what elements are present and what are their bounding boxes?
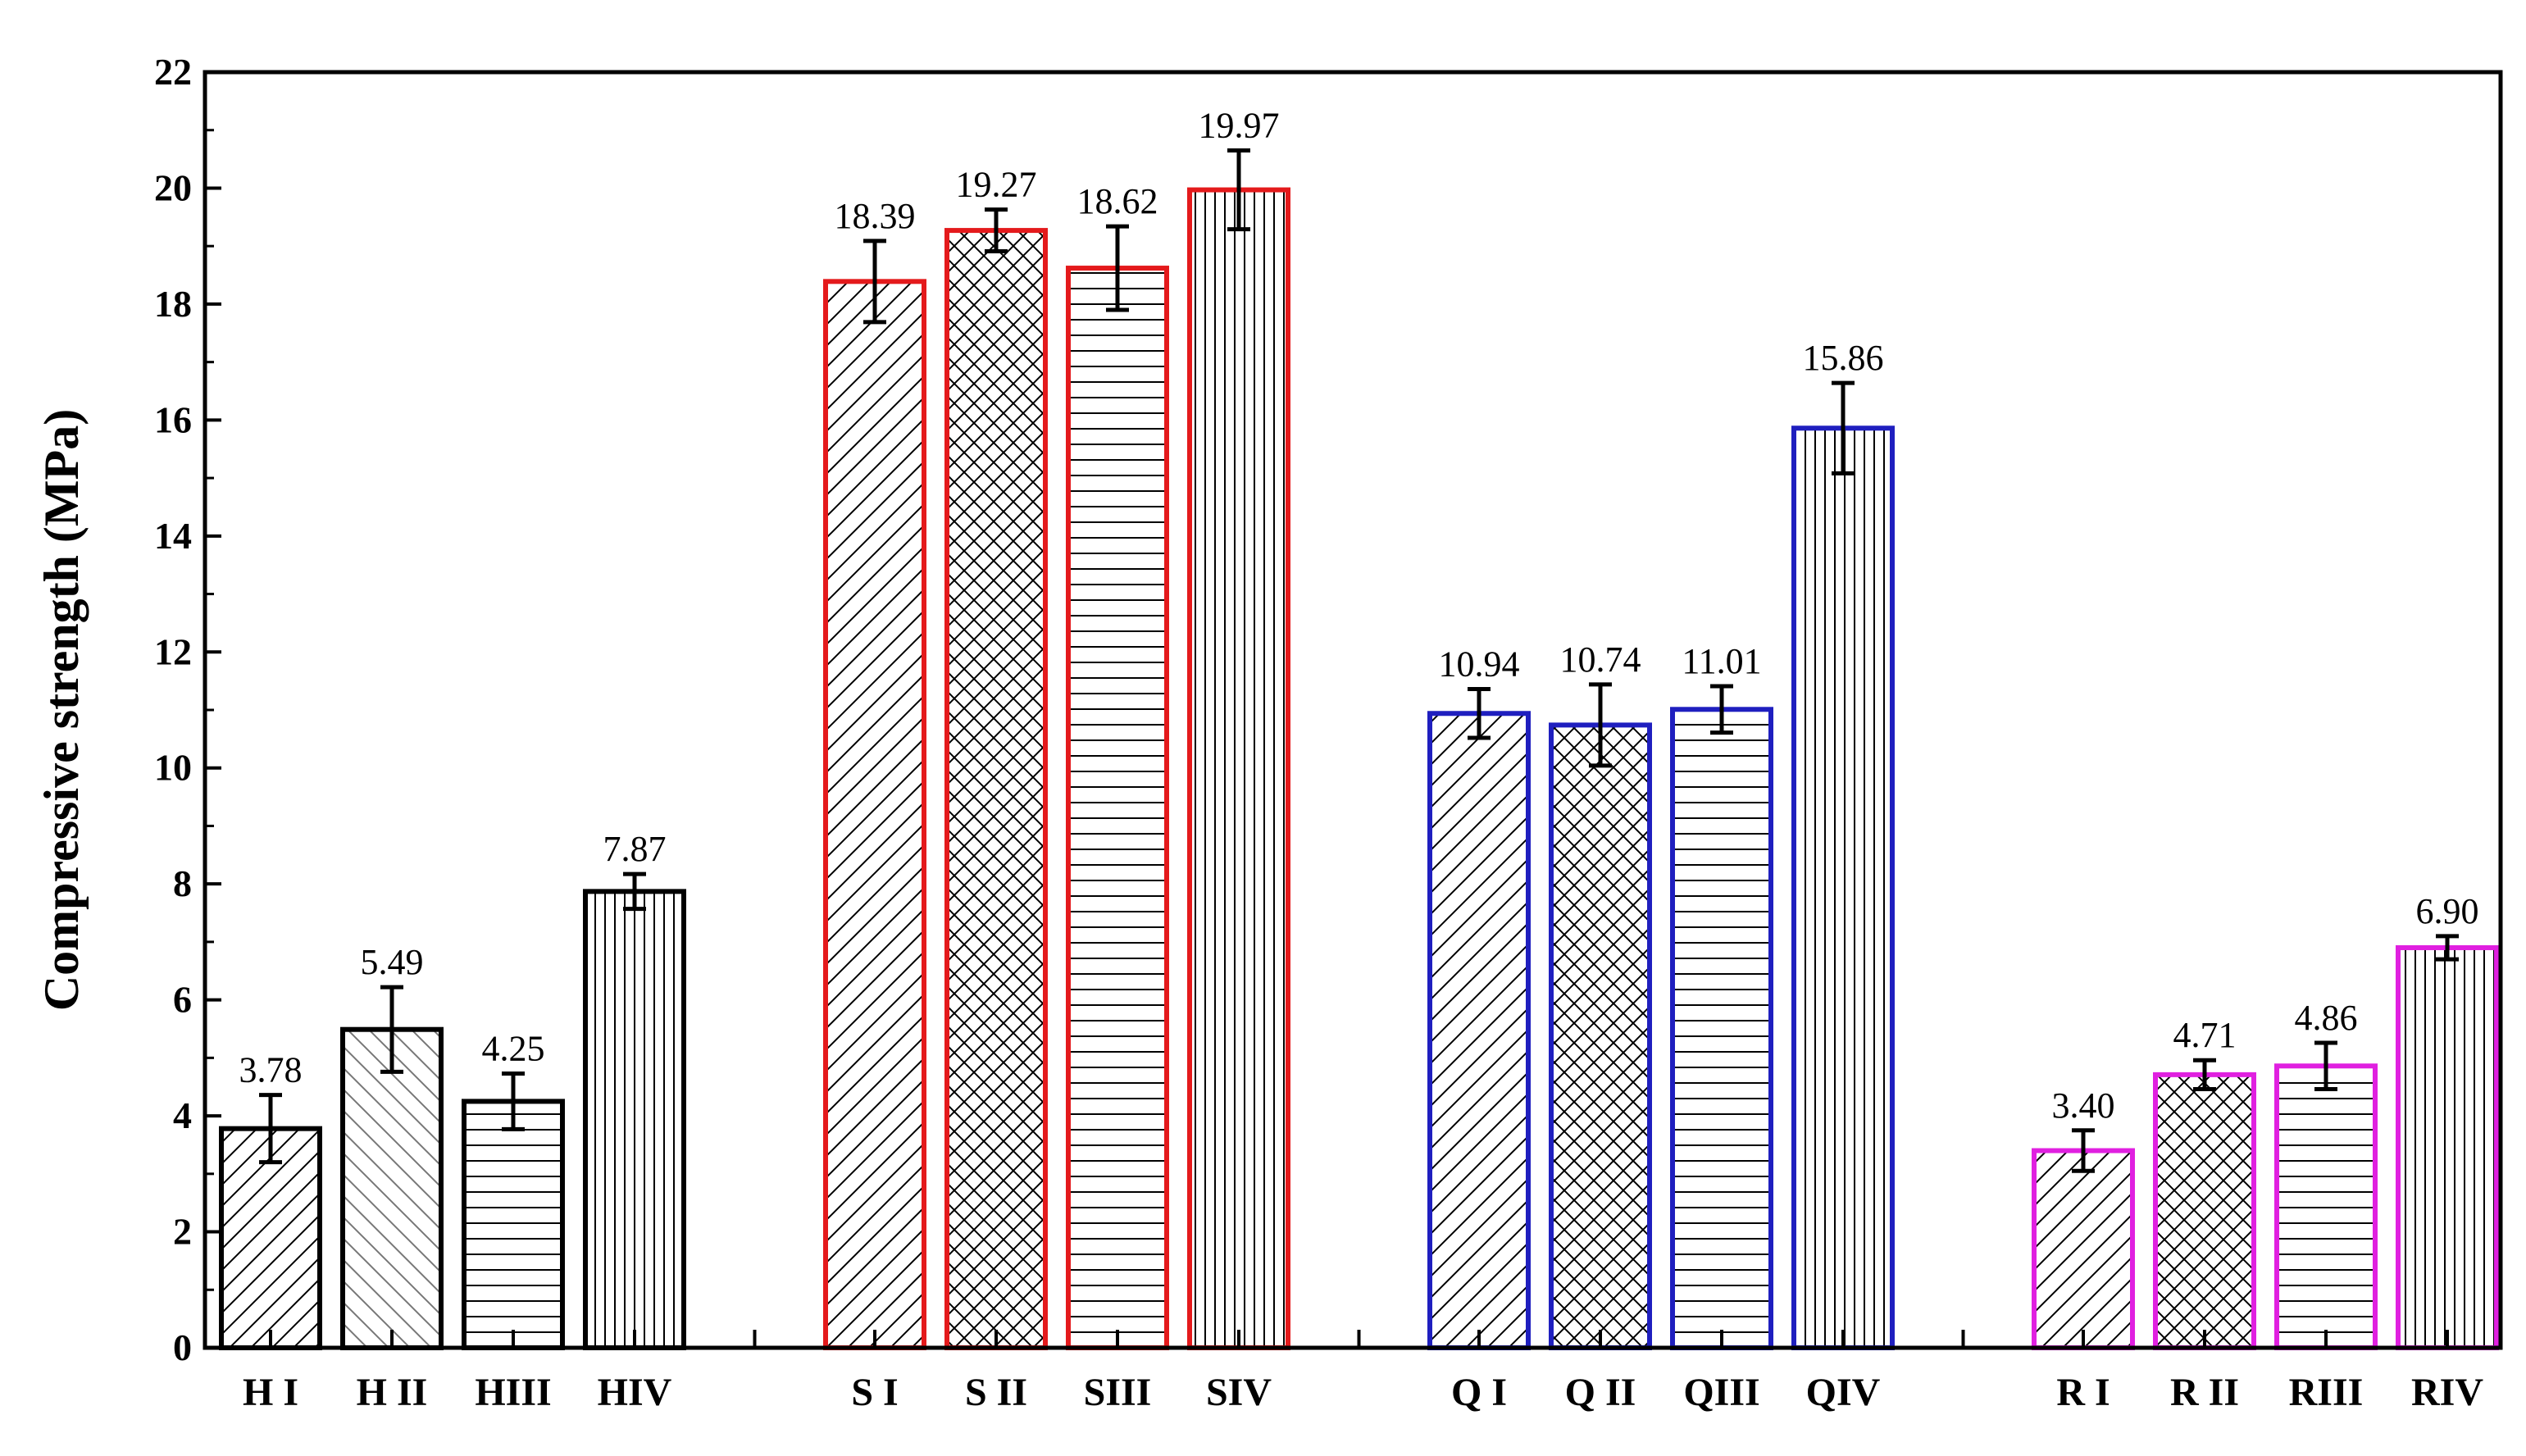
bar <box>2032 1148 2135 1350</box>
y-tick-label: 2 <box>173 1211 192 1253</box>
y-tick-label: 20 <box>154 166 192 208</box>
bar <box>1187 187 1290 1350</box>
y-tick-label: 8 <box>173 862 192 904</box>
bar <box>1791 425 1895 1350</box>
y-tick-label: 14 <box>154 515 192 557</box>
data-label: 19.27 <box>956 165 1037 205</box>
x-tick-label: HIII <box>475 1371 551 1414</box>
bar <box>219 1126 322 1350</box>
data-label: 7.87 <box>603 829 667 869</box>
y-tick-label: 4 <box>173 1094 192 1136</box>
x-tick-label: R I <box>2056 1371 2110 1414</box>
data-label: 10.94 <box>1439 644 1520 685</box>
x-tick-label: Q II <box>1565 1371 1636 1414</box>
x-tick-label: S II <box>965 1371 1027 1414</box>
x-tick-label: R II <box>2170 1371 2239 1414</box>
x-tick-label: SIV <box>1206 1371 1272 1414</box>
y-tick-label: 18 <box>154 283 192 325</box>
data-label: 18.39 <box>835 196 916 236</box>
bar <box>2274 1063 2378 1351</box>
bar <box>2153 1072 2256 1350</box>
bar <box>944 228 1048 1350</box>
y-tick-label: 16 <box>154 398 192 440</box>
y-tick-label: 6 <box>173 979 192 1021</box>
data-label: 4.25 <box>482 1028 545 1068</box>
x-tick-label: RIII <box>2289 1371 2364 1414</box>
y-tick-label: 0 <box>173 1326 192 1368</box>
bar <box>1427 711 1531 1350</box>
bar <box>1549 722 1652 1350</box>
bar <box>462 1099 565 1350</box>
x-tick-label: Q I <box>1451 1371 1507 1414</box>
y-tick-label: 22 <box>154 51 192 93</box>
y-tick-label: 12 <box>154 630 192 672</box>
x-tick-label: QIII <box>1683 1371 1759 1414</box>
x-tick-label: QIV <box>1806 1371 1881 1414</box>
bar <box>583 889 686 1350</box>
bar <box>2396 944 2499 1350</box>
data-label: 5.49 <box>361 942 424 982</box>
data-label: 6.90 <box>2416 891 2479 931</box>
x-tick-label: SIII <box>1084 1371 1152 1414</box>
bar <box>1066 266 1169 1350</box>
bar <box>823 279 926 1350</box>
x-tick-label: H II <box>357 1371 428 1414</box>
y-tick-label: 10 <box>154 747 192 789</box>
data-label: 11.01 <box>1682 641 1761 681</box>
x-tick-label: HIV <box>598 1371 672 1414</box>
data-label: 15.86 <box>1803 338 1884 378</box>
x-tick-label: RIV <box>2411 1371 2483 1414</box>
x-tick-label: H I <box>243 1371 298 1414</box>
x-tick-label: S I <box>851 1371 898 1414</box>
data-label: 4.71 <box>2173 1015 2237 1055</box>
plot-area: 3.78 5.49 4.25 7.87 18.39 19.27 18.62 19.97 10.9… <box>219 105 2499 1351</box>
y-axis-title: Compressive strength (MPa) <box>34 409 89 1011</box>
data-label: 10.74 <box>1560 639 1641 680</box>
bar <box>340 1026 444 1350</box>
data-label: 3.78 <box>239 1050 303 1090</box>
data-label: 18.62 <box>1077 181 1158 221</box>
data-label: 3.40 <box>2052 1085 2115 1126</box>
data-label: 4.86 <box>2295 998 2358 1038</box>
data-label: 19.97 <box>1199 105 1280 145</box>
y-axis: 0 2 4 6 8 10 12 14 16 18 20 22 H I H II HIII HIV S I S II… <box>154 51 2483 1414</box>
bar <box>1670 707 1773 1350</box>
